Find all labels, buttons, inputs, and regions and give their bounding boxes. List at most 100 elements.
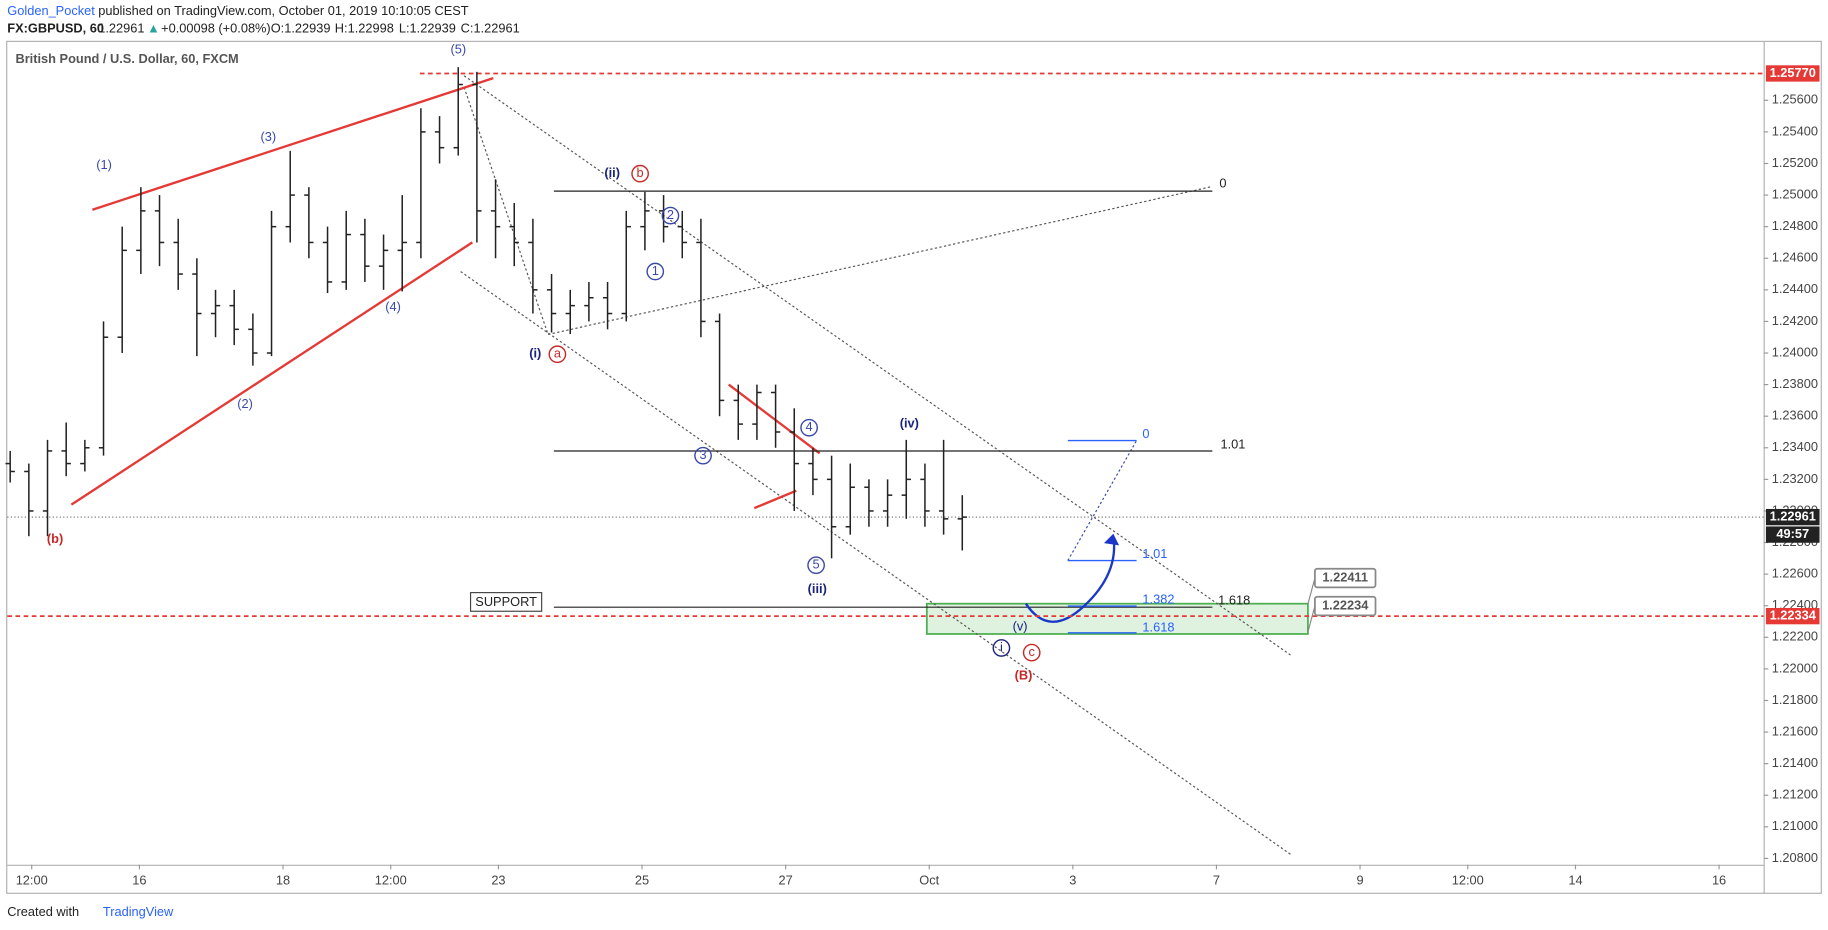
price-label: 1.22334: [1770, 608, 1817, 623]
y-tick-label: 1.24200: [1772, 313, 1818, 328]
wave-circle: [992, 639, 1011, 657]
wave-label: 2: [667, 207, 674, 222]
wave-label: c: [1029, 644, 1036, 659]
y-tick-label: 1.25000: [1772, 186, 1818, 201]
y-tick-label: 1.22200: [1772, 629, 1818, 644]
wave-label: (ii): [604, 165, 620, 180]
wave-label: (iv): [900, 416, 919, 431]
wave-circle: [800, 418, 818, 437]
y-tick-label: 1.21200: [1772, 787, 1818, 802]
price-label: 1.25770: [1770, 65, 1816, 80]
channel-line: [547, 185, 1213, 336]
wave-circle: [807, 556, 825, 575]
y-tick-label: 1.24600: [1772, 250, 1818, 265]
wave-circle: [548, 345, 567, 364]
projection-arrow: [1024, 535, 1116, 623]
y-tick-label: 1.25600: [1772, 92, 1818, 107]
footer-created: Created with: [7, 904, 79, 919]
fib-label: 0: [1219, 176, 1226, 191]
x-tick-label: 23: [491, 872, 505, 887]
y-tick-label: 1.21000: [1772, 818, 1818, 833]
y-tick-label: 1.24000: [1772, 344, 1818, 359]
x-tick-label: 12:00: [16, 872, 48, 887]
y-tick-label: 1.23200: [1772, 471, 1818, 486]
header-close: C:1.22961: [461, 21, 520, 36]
channel-line: [463, 87, 549, 335]
trend-line: [92, 76, 494, 211]
fib-label: 1.382: [1142, 592, 1174, 607]
arrow-head: [1103, 533, 1120, 546]
zone-callout: [1307, 605, 1316, 633]
zone-callout: [1307, 577, 1316, 605]
wave-label: (iii): [808, 581, 827, 596]
header-low: L:1.22939: [399, 21, 456, 36]
wave-label: (5): [451, 42, 467, 57]
fib-label: 1.01: [1221, 437, 1246, 452]
header-change: +0.00098 (+0.08%): [161, 21, 271, 36]
support-box: [469, 592, 543, 612]
header-price: 1.22961: [98, 21, 144, 36]
channel-line: [460, 271, 1291, 855]
y-tick-label: 1.25400: [1772, 123, 1818, 138]
zone-label: 1.22234: [1322, 597, 1369, 612]
x-tick-label: 27: [779, 872, 793, 887]
wave-label: (B): [1015, 667, 1033, 682]
x-tick-label: 12:00: [1452, 872, 1484, 887]
header-high: H:1.22998: [335, 21, 394, 36]
wave-label: 1: [652, 263, 659, 278]
wave-circle: [661, 206, 680, 225]
wave-label: 3: [699, 447, 706, 462]
y-tick-label: 1.23600: [1772, 408, 1818, 423]
x-tick-label: 16: [132, 872, 146, 887]
y-tick-label: 1.21400: [1772, 755, 1818, 770]
x-tick-label: 12:00: [375, 872, 407, 887]
wave-label: 5: [813, 557, 820, 572]
fib-label: 1.618: [1218, 593, 1250, 608]
y-tick-label: 1.23400: [1772, 439, 1818, 454]
x-tick-label: 14: [1568, 872, 1582, 887]
y-tick-label: 1.22000: [1772, 660, 1818, 675]
y-tick-label: 1.25200: [1772, 155, 1818, 170]
trend-line: [753, 489, 797, 510]
trend-line: [70, 241, 473, 506]
wave-label: 4: [806, 419, 813, 434]
wave-label: (3): [261, 129, 277, 144]
support-label: SUPPORT: [475, 594, 537, 609]
zone-label-box: [1314, 595, 1377, 617]
wave-label: (b): [47, 531, 63, 546]
price-label: 1.22961: [1770, 509, 1816, 524]
y-tick-label: 1.22600: [1772, 566, 1818, 581]
price-label-box: [1765, 65, 1820, 82]
projection-line: [1067, 440, 1138, 561]
wave-label: (4): [385, 299, 401, 314]
countdown-box: [1765, 526, 1820, 543]
x-tick-label: 25: [635, 872, 649, 887]
x-tick-label: 9: [1356, 872, 1363, 887]
wave-label: (i): [529, 346, 541, 361]
wave-label: i: [1000, 639, 1003, 654]
wave-circle: [646, 262, 665, 281]
y-tick-label: 1.24400: [1772, 281, 1818, 296]
price-label-box: [1765, 508, 1820, 526]
author[interactable]: Golden_Pocket: [7, 3, 95, 18]
x-tick-label: Oct: [919, 872, 939, 887]
y-tick-label: 1.21800: [1772, 692, 1818, 707]
fib-label: 1.618: [1142, 620, 1174, 635]
y-tick-label: 1.23800: [1772, 376, 1818, 391]
wave-label: (v): [1013, 618, 1028, 633]
trend-line: [727, 383, 821, 455]
wave-label: a: [554, 346, 562, 361]
countdown: 49:57: [1776, 526, 1809, 541]
header-open: O:1.22939: [271, 21, 331, 36]
footer-brand[interactable]: TradingView: [103, 904, 174, 919]
published: published on TradingView.com, October 01…: [98, 3, 469, 18]
chart-title: British Pound / U.S. Dollar, 60, FXCM: [15, 51, 238, 66]
x-tick-label: 7: [1213, 872, 1220, 887]
support-zone: [925, 602, 1309, 635]
wave-circle: [1022, 643, 1041, 662]
x-tick-label: 18: [276, 872, 290, 887]
price-label-box: [1765, 607, 1820, 625]
zone-label: 1.22411: [1322, 569, 1368, 584]
